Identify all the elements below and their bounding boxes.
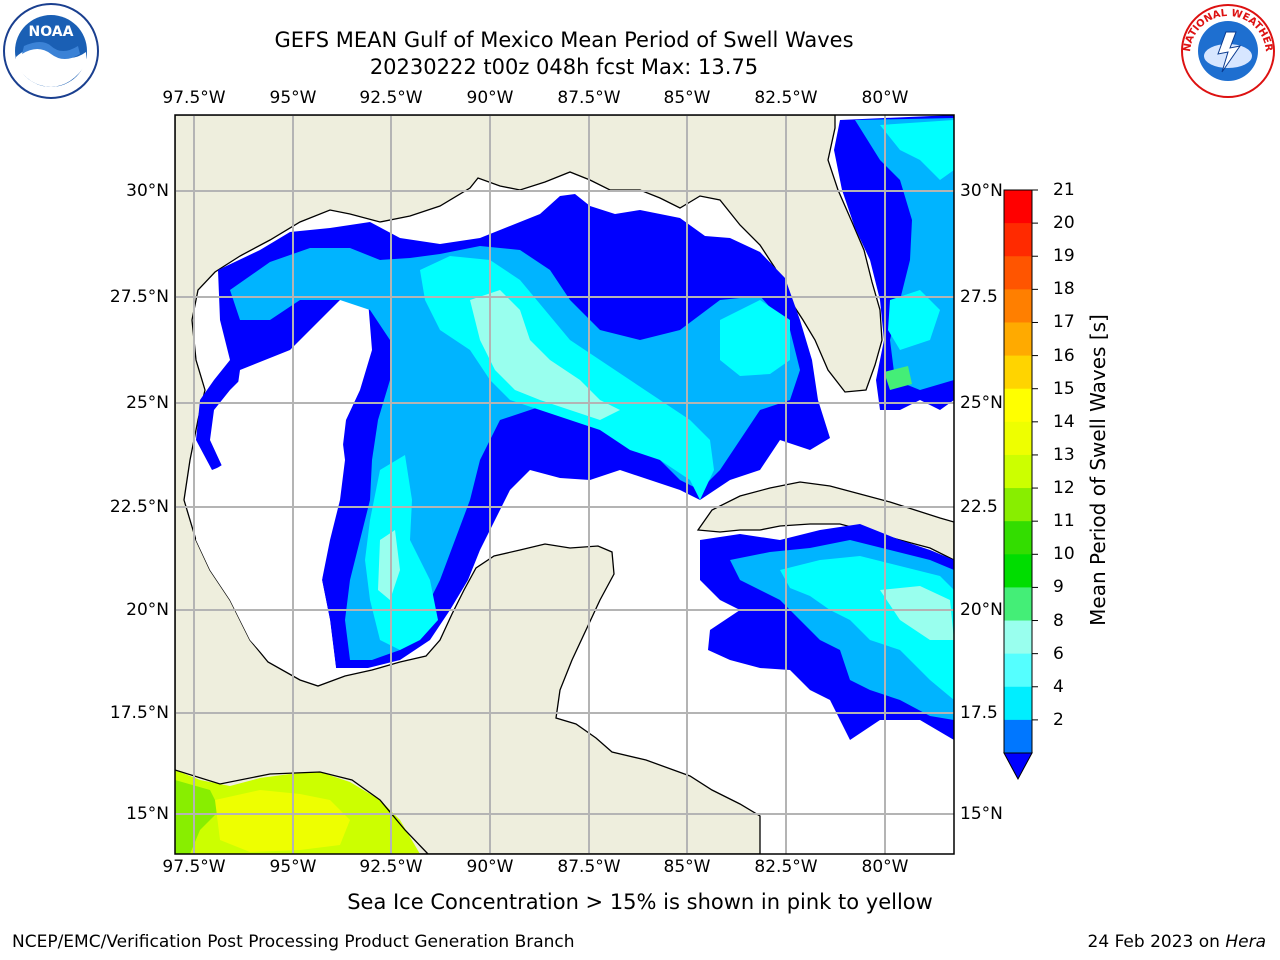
colorbar-tick-label: 17 bbox=[1053, 312, 1075, 333]
lat-tick-right: 25°N bbox=[960, 393, 1003, 413]
lon-tick-bottom: 82.5°W bbox=[754, 857, 818, 877]
colorbar-segment bbox=[1004, 322, 1032, 357]
colorbar-segment bbox=[1004, 421, 1032, 456]
colorbar-segment bbox=[1004, 554, 1032, 588]
lat-tick-right: 20°N bbox=[960, 600, 1003, 620]
colorbar-tick-label: 16 bbox=[1053, 345, 1075, 366]
footer-credit: NCEP/EMC/Verification Post Processing Pr… bbox=[12, 932, 575, 952]
colorbar-segment bbox=[1004, 653, 1032, 688]
lat-tick-right: 15°N bbox=[960, 804, 1003, 824]
colorbar-segment bbox=[1004, 223, 1032, 257]
nws-logo: NATIONAL WEATHER SERVICE bbox=[1174, 0, 1278, 104]
lon-tick-top: 85°W bbox=[663, 88, 711, 108]
colorbar-tick-label: 21 bbox=[1053, 180, 1075, 200]
colorbar-tick-label: 8 bbox=[1053, 610, 1064, 631]
colorbar-tick-label: 20 bbox=[1053, 213, 1075, 234]
colorbar-tick-label: 11 bbox=[1053, 511, 1075, 532]
colorbar-segment bbox=[1004, 521, 1032, 555]
lat-tick-left: 27.5°N bbox=[109, 287, 169, 307]
lon-tick-top: 92.5°W bbox=[359, 88, 423, 108]
lat-tick-left: 15°N bbox=[126, 804, 169, 824]
lat-tick-left: 25°N bbox=[126, 393, 169, 413]
lon-tick-top: 90°W bbox=[466, 88, 514, 108]
map-frame bbox=[174, 114, 955, 855]
lat-tick-right: 27.5 bbox=[960, 287, 998, 307]
colorbar-under-arrow bbox=[1003, 752, 1033, 781]
colorbar-tick-label: 13 bbox=[1053, 444, 1075, 465]
lon-tick-bottom: 85°W bbox=[663, 857, 711, 877]
graticule bbox=[175, 115, 954, 854]
colorbar-segment bbox=[1004, 388, 1032, 423]
colorbar bbox=[1003, 189, 1038, 781]
lat-tick-left: 22.5°N bbox=[109, 497, 169, 517]
colorbar-segment bbox=[1004, 587, 1032, 622]
lon-tick-bottom: 92.5°W bbox=[359, 857, 423, 877]
lon-tick-top: 80°W bbox=[861, 88, 909, 108]
footer-date-text: 24 Feb 2023 on bbox=[1087, 932, 1226, 952]
lon-tick-bottom: 95°W bbox=[269, 857, 317, 877]
colorbar-segment bbox=[1004, 719, 1032, 754]
lon-tick-top: 87.5°W bbox=[557, 88, 621, 108]
footer-host: Hera bbox=[1225, 932, 1266, 952]
map-subtitle: 20230222 t00z 048h fcst Max: 13.75 bbox=[369, 55, 759, 79]
svg-text:NOAA: NOAA bbox=[29, 24, 74, 40]
colorbar-tick-label: 2 bbox=[1053, 709, 1064, 730]
colorbar-segment bbox=[1004, 686, 1032, 721]
lat-tick-left: 20°N bbox=[126, 600, 169, 620]
colorbar-segment bbox=[1004, 256, 1032, 290]
colorbar-tick-label: 14 bbox=[1053, 411, 1075, 432]
lon-tick-bottom: 80°W bbox=[861, 857, 909, 877]
noaa-logo: NOAA bbox=[2, 2, 100, 104]
lon-tick-bottom: 87.5°W bbox=[557, 857, 621, 877]
sea-ice-note: Sea Ice Concentration > 15% is shown in … bbox=[347, 890, 933, 914]
colorbar-segment bbox=[1004, 355, 1032, 390]
colorbar-tick-label: 19 bbox=[1053, 246, 1075, 267]
colorbar-tick-label: 15 bbox=[1053, 378, 1075, 399]
colorbar-segment bbox=[1004, 488, 1032, 522]
colorbar-tick-label: 12 bbox=[1053, 478, 1075, 499]
footer-date: 24 Feb 2023 on Hera bbox=[1088, 932, 1266, 952]
colorbar-segment bbox=[1004, 289, 1032, 323]
lat-tick-left: 30°N bbox=[126, 181, 169, 201]
colorbar-tick-label: 9 bbox=[1053, 577, 1064, 598]
lat-tick-right: 17.5 bbox=[960, 703, 998, 723]
lon-tick-bottom: 90°W bbox=[466, 857, 514, 877]
lon-tick-top: 82.5°W bbox=[754, 88, 818, 108]
colorbar-segment bbox=[1004, 190, 1032, 224]
lon-tick-top: 97.5°W bbox=[162, 88, 226, 108]
colorbar-tick-label: 6 bbox=[1053, 643, 1064, 664]
swell-field bbox=[196, 115, 954, 740]
map-title: GEFS MEAN Gulf of Mexico Mean Period of … bbox=[274, 28, 854, 52]
colorbar-tick-label: 18 bbox=[1053, 279, 1075, 300]
colorbar-tick-label: 4 bbox=[1053, 676, 1064, 697]
lat-tick-right: 22.5 bbox=[960, 497, 998, 517]
lon-tick-bottom: 97.5°W bbox=[162, 857, 226, 877]
lon-tick-top: 95°W bbox=[269, 88, 317, 108]
colorbar-segment bbox=[1004, 454, 1032, 489]
colorbar-frame bbox=[1003, 189, 1033, 754]
lat-tick-left: 17.5°N bbox=[109, 703, 169, 723]
land-north-america bbox=[175, 115, 883, 854]
colorbar-segment bbox=[1004, 620, 1032, 655]
lat-tick-right: 30°N bbox=[960, 181, 1003, 201]
colorbar-label: Mean Period of Swell Waves [s] bbox=[1086, 314, 1110, 626]
colorbar-tick-label: 10 bbox=[1053, 544, 1075, 565]
